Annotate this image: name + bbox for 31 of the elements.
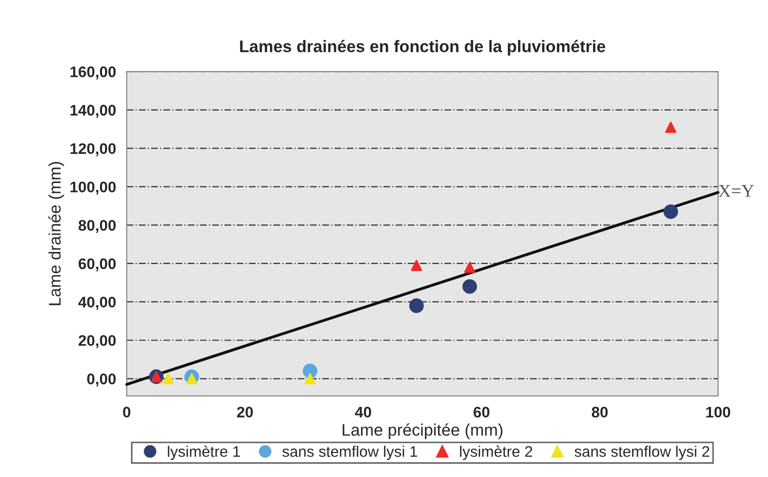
x-tick-label: 100 <box>706 406 730 418</box>
x-tick-label: 20 <box>237 406 253 418</box>
y-tick-label: 60,00 <box>78 258 116 272</box>
x-tick-label: 0 <box>123 406 130 418</box>
y-tick-label: 120,00 <box>70 143 116 156</box>
x-tick-label: 60 <box>474 406 490 418</box>
y-axis-title: Lame drainée (mm) <box>48 162 64 306</box>
legend-label: lysimètre 2 <box>460 446 532 460</box>
y-tick-label: 80,00 <box>78 220 116 233</box>
y-tick-label: 160,00 <box>70 66 116 80</box>
point <box>162 373 174 384</box>
annotation: X=Y <box>718 184 754 197</box>
x-tick-label: 40 <box>355 406 372 418</box>
point <box>304 373 316 384</box>
legend-label: sans stemflow lysi 2 <box>574 446 710 460</box>
y-tick-label: 140,00 <box>70 104 116 118</box>
x-axis-title: Lame précipitée (mm) <box>342 423 502 440</box>
chart-title: Lames drainées en fonction de la pluviométrie <box>240 40 606 56</box>
point <box>410 260 422 272</box>
point <box>663 204 678 219</box>
point <box>464 262 476 273</box>
point <box>462 279 477 294</box>
point <box>409 298 424 313</box>
legend-label: sans stemflow lysi 1 <box>282 446 418 460</box>
legend-label: lysimètre 1 <box>168 446 240 460</box>
x-tick-label: 80 <box>592 406 608 418</box>
y-tick-label: 0,00 <box>87 374 116 387</box>
y-tick-label: 100,00 <box>70 182 116 195</box>
point <box>665 122 676 133</box>
y-tick-label: 40,00 <box>78 296 116 310</box>
y-tick-label: 20,00 <box>78 335 116 348</box>
